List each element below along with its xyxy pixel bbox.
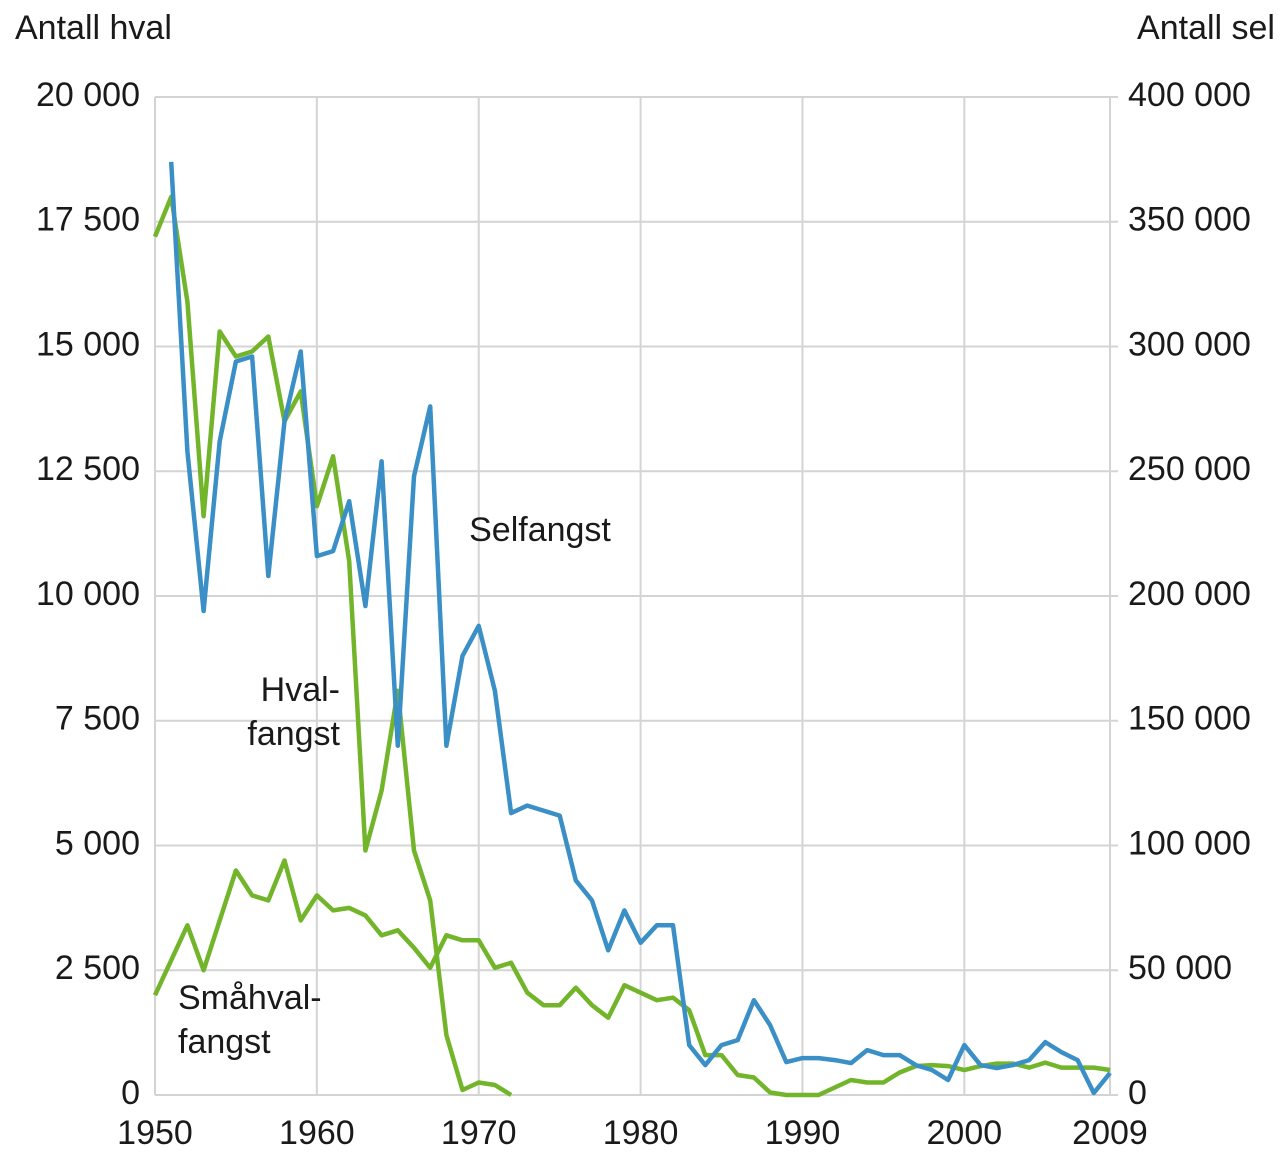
- annotation: fangst: [178, 1023, 271, 1061]
- y2-tick-label: 100 000: [1128, 824, 1251, 862]
- y2-axis-title: Antall sel: [1137, 9, 1275, 47]
- x-tick-label: 1970: [441, 1114, 517, 1152]
- y-tick-label: 5 000: [55, 824, 140, 862]
- y-tick-label: 2 500: [55, 949, 140, 987]
- annotation: Selfangst: [469, 511, 611, 549]
- x-tick-label: 1960: [279, 1114, 355, 1152]
- series-line: [152, 858, 1111, 1098]
- annotation: Småhval-: [178, 979, 322, 1017]
- y-tick-label: 10 000: [36, 575, 140, 613]
- y2-tick-label: 400 000: [1128, 76, 1251, 114]
- x-tick-label: 1980: [603, 1114, 679, 1152]
- y-axis-title: Antall hval: [15, 9, 172, 47]
- y2-tick-label: 350 000: [1128, 201, 1251, 239]
- y2-tick-label: 200 000: [1128, 575, 1251, 613]
- y-tick-label: 7 500: [55, 700, 140, 738]
- y2-tick-label: 300 000: [1128, 325, 1251, 363]
- x-tick-label: 2009: [1072, 1114, 1148, 1152]
- series-line: [168, 161, 1112, 1096]
- y-tick-label: 20 000: [36, 76, 140, 114]
- y2-tick-label: 0: [1128, 1074, 1147, 1112]
- y2-tick-label: 50 000: [1128, 949, 1232, 987]
- series-line: [152, 194, 513, 1097]
- annotation: Hval-: [261, 671, 340, 709]
- x-tick-label: 1950: [117, 1114, 193, 1152]
- y-tick-label: 15 000: [36, 325, 140, 363]
- x-tick-label: 2000: [927, 1114, 1003, 1152]
- x-tick-label: 1990: [765, 1114, 841, 1152]
- annotation: fangst: [247, 715, 340, 753]
- y2-tick-label: 250 000: [1128, 450, 1251, 488]
- y-tick-label: 12 500: [36, 450, 140, 488]
- y-tick-label: 0: [121, 1074, 140, 1112]
- y2-tick-label: 150 000: [1128, 700, 1251, 738]
- y-tick-label: 17 500: [36, 201, 140, 239]
